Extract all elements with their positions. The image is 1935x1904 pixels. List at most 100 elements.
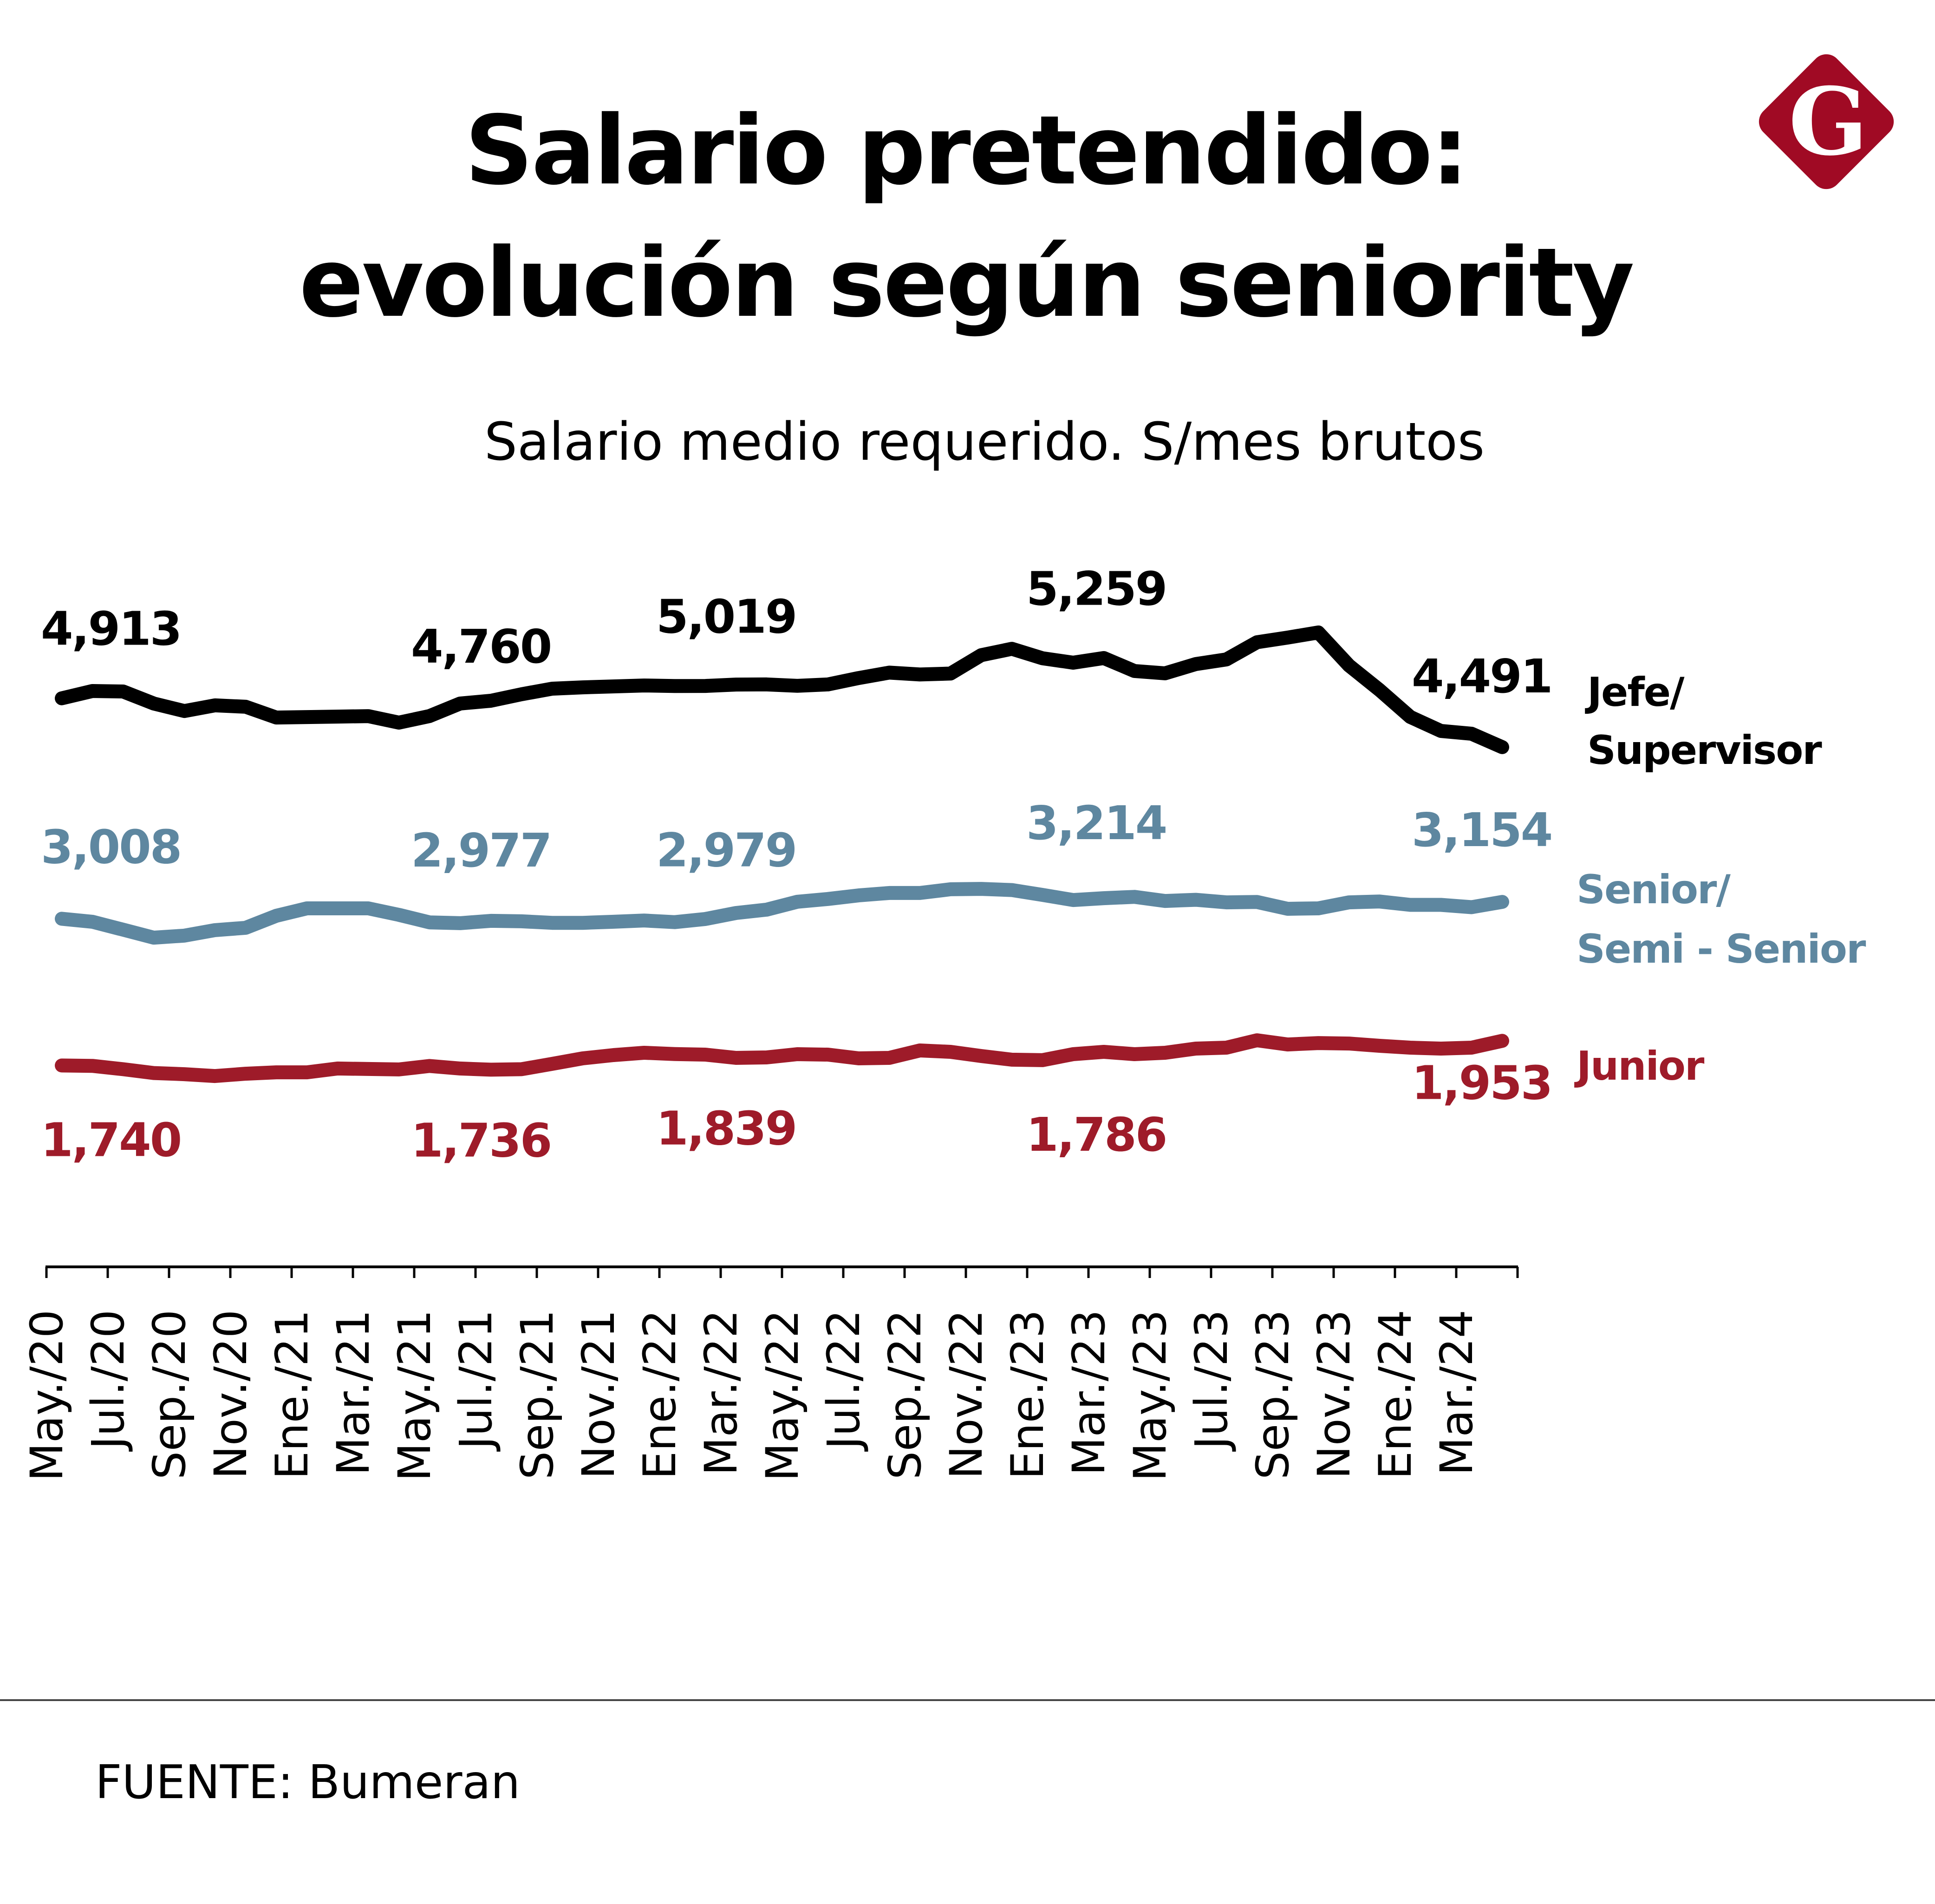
jefe-point [581, 686, 584, 689]
x-tick-label: Sep./21 [511, 1310, 563, 1480]
junior-point [520, 1068, 523, 1070]
senior-point [551, 921, 554, 924]
x-tick-label: May./23 [1124, 1310, 1176, 1481]
jefe-point [459, 702, 462, 705]
senior-value-label: 3,008 [41, 820, 181, 874]
jefe-point [980, 654, 983, 657]
senior-legend-label: Semi - Senior [1577, 926, 1866, 972]
x-tick-label: Mar./24 [1431, 1310, 1483, 1475]
junior-point [1501, 1039, 1504, 1042]
x-tick-label: Jul./22 [818, 1310, 870, 1452]
senior-point [735, 912, 737, 914]
jefe-point [1378, 689, 1381, 691]
jefe-point [489, 699, 492, 702]
jefe-point [949, 672, 952, 675]
senior-point [1440, 904, 1442, 906]
jefe-point [888, 671, 891, 674]
jefe-point [1072, 661, 1075, 664]
logo-letter: G [1789, 67, 1868, 176]
senior-point [1470, 906, 1473, 909]
source-note: FUENTE: Bumeran [95, 1755, 520, 1809]
jefe-point [704, 685, 707, 687]
jefe-legend-label: Supervisor [1587, 727, 1822, 774]
jefe-point [857, 677, 860, 679]
junior-point [397, 1068, 400, 1071]
senior-point [397, 913, 400, 916]
senior-point [980, 887, 983, 890]
senior-point [581, 921, 584, 924]
jefe-legend-label: Jefe/ [1585, 669, 1685, 716]
senior-point [765, 908, 768, 911]
senior-point [1133, 895, 1136, 898]
senior-point [91, 920, 94, 923]
jefe-point [1102, 657, 1105, 659]
senior-point [520, 920, 523, 923]
senior-point [1194, 899, 1197, 901]
senior-point [1378, 900, 1381, 903]
senior-point [1501, 900, 1504, 903]
junior-point [336, 1067, 339, 1070]
junior-point [1194, 1047, 1197, 1050]
senior-point [306, 907, 308, 910]
x-tick-label: Ene./24 [1369, 1310, 1421, 1480]
jefe-value-label: 4,491 [1412, 649, 1551, 704]
x-tick-label: Ene./22 [634, 1310, 686, 1480]
jefe-point [1225, 658, 1228, 661]
jefe-point [520, 693, 523, 696]
x-tick-label: Mar./23 [1063, 1310, 1115, 1475]
senior-point [1317, 907, 1320, 910]
x-tick-label: May./20 [21, 1310, 73, 1481]
junior-point [1133, 1053, 1136, 1056]
senior-point [1072, 899, 1075, 901]
x-axis-tick-labels: May./20 Jul./20 Sep./20 Nov./20 Ene./21 Mar./… [21, 1310, 1483, 1481]
junior-point [152, 1072, 155, 1075]
junior-point [581, 1057, 584, 1060]
jefe-point [152, 702, 155, 705]
jefe-point [275, 716, 278, 719]
x-tick-label: Nov./22 [940, 1310, 992, 1479]
senior-point [214, 929, 216, 932]
junior-point [1317, 1042, 1320, 1044]
x-tick-label: Mar./21 [327, 1310, 379, 1475]
jefe-point [1286, 636, 1289, 639]
junior-point [949, 1050, 952, 1053]
junior-value-label: 1,953 [1412, 1056, 1551, 1110]
jefe-point [428, 715, 431, 717]
legend-labels: Jefe/Supervisor Senior/Semi - Senior Junio… [1574, 669, 1867, 1089]
senior-line [55, 882, 1509, 945]
senior-point [949, 888, 952, 891]
junior-point [183, 1073, 186, 1076]
jefe-point [735, 683, 737, 686]
x-tick-label: Sep./20 [143, 1310, 195, 1480]
junior-point [704, 1053, 707, 1056]
senior-point [643, 919, 645, 922]
jefe-value-label: 5,259 [1026, 562, 1166, 616]
senior-point [459, 922, 462, 925]
jefe-point [1317, 631, 1320, 634]
junior-point [796, 1053, 799, 1056]
senior-point [244, 926, 247, 929]
junior-point [888, 1056, 891, 1059]
junior-point [91, 1064, 94, 1067]
junior-point [827, 1053, 829, 1056]
x-tick-label: Jul./21 [450, 1310, 502, 1452]
junior-value-label: 1,736 [411, 1113, 551, 1167]
diamond-g-logo-icon: G [1759, 54, 1894, 189]
junior-point [1286, 1043, 1289, 1046]
senior-point [336, 907, 339, 910]
x-tick-label: Mar./22 [695, 1310, 747, 1475]
junior-point [857, 1057, 860, 1060]
senior-point [1225, 901, 1228, 904]
junior-line [55, 1033, 1509, 1083]
x-tick-label: Ene./23 [1002, 1310, 1054, 1480]
senior-point [888, 892, 891, 894]
junior-point [1041, 1059, 1044, 1062]
senior-point [919, 892, 921, 894]
senior-point [612, 920, 615, 923]
junior-point [428, 1064, 431, 1067]
jefe-point [60, 697, 63, 700]
junior-point [367, 1068, 370, 1070]
senior-point [1102, 897, 1105, 900]
jefe-point [306, 716, 308, 718]
senior-point [1164, 900, 1166, 902]
